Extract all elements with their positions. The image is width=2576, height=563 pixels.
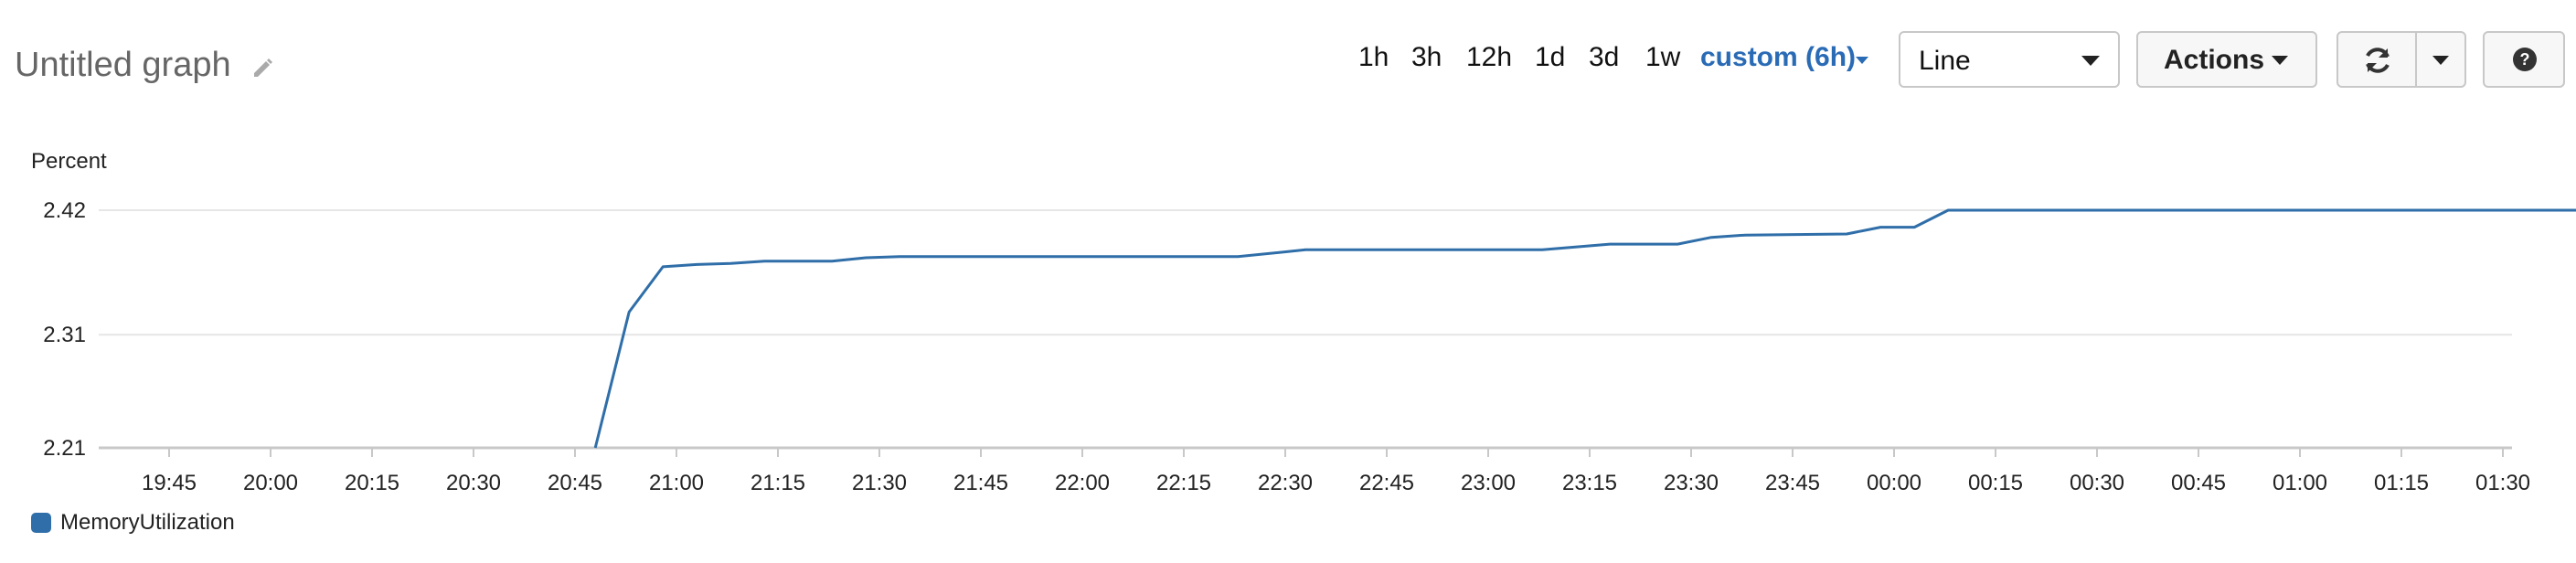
x-tick-label: 00:00: [1867, 471, 1921, 495]
svg-text:?: ?: [2520, 50, 2530, 69]
x-tick-label: 21:15: [750, 471, 805, 495]
legend-label[interactable]: MemoryUtilization: [60, 510, 235, 535]
x-tick-label: 01:15: [2374, 471, 2429, 495]
refresh-menu-button[interactable]: [2415, 31, 2466, 88]
range-12h[interactable]: 12h: [1466, 42, 1513, 72]
x-tick-label: 23:15: [1562, 471, 1617, 495]
caret-down-icon[interactable]: [1856, 57, 1868, 64]
x-tick-label: 20:45: [548, 471, 602, 495]
x-tick-label: 19:45: [142, 471, 197, 495]
range-3h[interactable]: 3h: [1411, 42, 1442, 72]
range-custom[interactable]: custom (6h): [1700, 42, 1857, 72]
page-title: Untitled graph: [15, 46, 231, 84]
x-tick-label: 21:00: [649, 471, 704, 495]
y-tick-label: 2.21: [43, 436, 86, 461]
x-tick-label: 01:00: [2273, 471, 2327, 495]
chevron-down-icon: [2272, 56, 2288, 65]
x-tick-label: 20:00: [243, 471, 298, 495]
x-tick-label: 23:30: [1664, 471, 1719, 495]
x-tick-label: 22:00: [1055, 471, 1110, 495]
legend-swatch: [31, 513, 51, 533]
y-axis-label: Percent: [31, 149, 107, 174]
actions-button[interactable]: Actions: [2136, 31, 2317, 88]
x-tick-label: 00:45: [2171, 471, 2226, 495]
chart-type-value: Line: [1919, 46, 1971, 76]
x-tick-label: 20:15: [345, 471, 399, 495]
x-tick-label: 21:30: [852, 471, 907, 495]
x-tick-label: 23:45: [1765, 471, 1820, 495]
x-tick-label: 22:15: [1156, 471, 1211, 495]
range-1w[interactable]: 1w: [1645, 42, 1681, 72]
refresh-icon: [2366, 48, 2390, 73]
chevron-down-icon: [2432, 56, 2449, 65]
legend: MemoryUtilization: [31, 510, 235, 536]
range-1d[interactable]: 1d: [1535, 42, 1566, 72]
refresh-button[interactable]: [2336, 31, 2417, 88]
x-tick-label: 00:15: [1968, 471, 2023, 495]
x-tick-label: 20:30: [446, 471, 501, 495]
x-tick-label: 22:45: [1359, 471, 1414, 495]
range-3d[interactable]: 3d: [1589, 42, 1620, 72]
x-tick-label: 00:30: [2070, 471, 2124, 495]
pencil-icon[interactable]: [249, 53, 276, 80]
help-icon: ?: [2513, 48, 2537, 71]
chart-type-select[interactable]: Line: [1899, 31, 2120, 88]
y-tick-label: 2.31: [43, 323, 86, 347]
actions-label: Actions: [2164, 45, 2265, 75]
y-tick-label: 2.42: [43, 198, 86, 223]
range-1h[interactable]: 1h: [1358, 42, 1389, 72]
help-button[interactable]: ?: [2483, 31, 2565, 88]
x-tick-label: 22:30: [1258, 471, 1313, 495]
x-tick-label: 23:00: [1461, 471, 1516, 495]
chevron-down-icon: [2081, 56, 2100, 66]
series-line-memoryutilization: [593, 208, 2576, 449]
x-tick-label: 01:30: [2475, 471, 2530, 495]
x-tick-label: 21:45: [953, 471, 1008, 495]
